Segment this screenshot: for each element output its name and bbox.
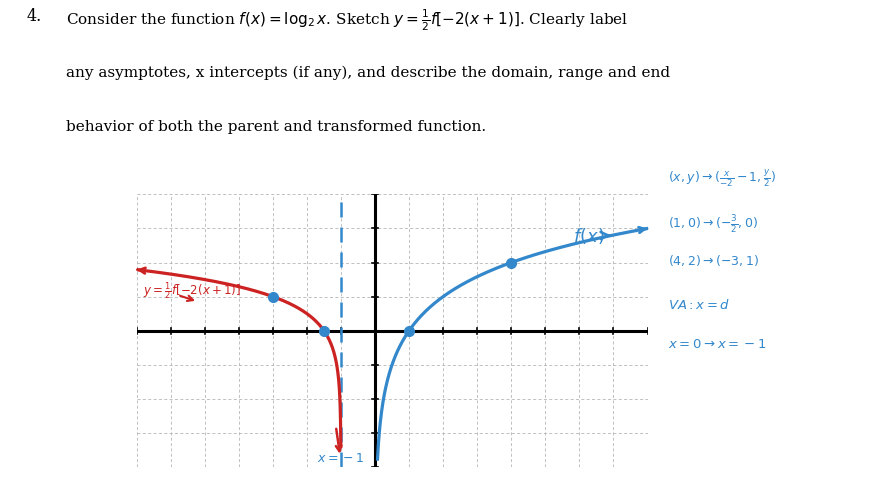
Text: $(1,0)\rightarrow(-\frac{3}{2},0)$: $(1,0)\rightarrow(-\frac{3}{2},0)$	[668, 213, 758, 235]
Text: $y=\frac{1}{2}f[-2(x+1)]$: $y=\frac{1}{2}f[-2(x+1)]$	[144, 281, 241, 302]
Text: $x=-1$: $x=-1$	[317, 452, 365, 465]
Text: 4.: 4.	[26, 8, 41, 25]
Text: $(x,y)\rightarrow(\frac{x}{-2}-1, \frac{y}{2})$: $(x,y)\rightarrow(\frac{x}{-2}-1, \frac{…	[668, 168, 776, 189]
Text: $VA : x=d$: $VA : x=d$	[668, 298, 730, 312]
Text: $(4,2)\rightarrow(-3,1)$: $(4,2)\rightarrow(-3,1)$	[668, 253, 759, 268]
Text: Consider the function $f(x) = \log_2 x$. Sketch $y = \frac{1}{2}f[-2(x+1)]$. Cle: Consider the function $f(x) = \log_2 x$.…	[66, 8, 628, 33]
Text: behavior of both the parent and transformed function.: behavior of both the parent and transfor…	[66, 120, 486, 134]
Text: $x=0\rightarrow x=-1$: $x=0\rightarrow x=-1$	[668, 338, 766, 351]
Text: $f(x)$: $f(x)$	[573, 226, 610, 246]
Text: any asymptotes, x intercepts (if any), and describe the domain, range and end: any asymptotes, x intercepts (if any), a…	[66, 65, 670, 80]
